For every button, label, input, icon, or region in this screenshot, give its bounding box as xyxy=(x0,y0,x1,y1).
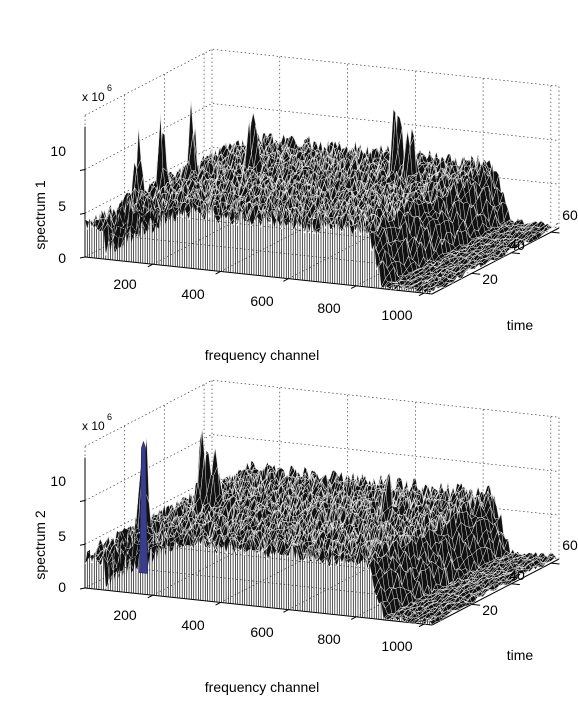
x-tick-label: 400 xyxy=(181,286,205,302)
y-tick-label: 60 xyxy=(562,207,578,223)
x-tick xyxy=(147,263,154,268)
surface-strip xyxy=(84,458,437,625)
y-tick xyxy=(551,231,560,234)
y-tick-label: 60 xyxy=(562,537,578,553)
y-axis-label: time xyxy=(507,647,534,663)
z-tick xyxy=(79,169,86,171)
z-tick xyxy=(79,587,86,590)
y-axis xyxy=(431,558,560,626)
y-tick xyxy=(471,272,481,275)
x-axis-label: frequency channel xyxy=(205,679,319,695)
y-tick xyxy=(551,562,560,565)
surface-curtain xyxy=(84,196,431,294)
y-tick-label: 40 xyxy=(509,237,525,253)
x-tick xyxy=(215,271,221,275)
x-tick xyxy=(283,278,289,282)
x-tick xyxy=(215,602,221,606)
surface-mesh xyxy=(84,428,560,625)
z-tick-label: 0 xyxy=(58,579,66,595)
y-tick xyxy=(471,603,481,606)
x-tick-label: 1000 xyxy=(381,307,412,323)
z-axis-label: spectrum 2 xyxy=(32,510,48,579)
x-tick-label: 200 xyxy=(113,276,137,292)
z-multiplier: x 10 xyxy=(82,419,105,433)
x-tick-label: 200 xyxy=(113,607,137,623)
z-tick xyxy=(79,256,86,259)
z-tick xyxy=(79,500,86,502)
z-multiplier: x 10 xyxy=(82,90,105,104)
surface-mesh xyxy=(84,99,560,294)
z-tick-label: 10 xyxy=(50,143,66,159)
z-tick xyxy=(79,212,86,215)
z-multiplier-exponent: 6 xyxy=(107,83,112,93)
highlighted-peak xyxy=(139,440,148,574)
x-tick-label: 600 xyxy=(250,624,274,640)
y-axis-label: time xyxy=(507,317,534,333)
z-axis-label: spectrum 1 xyxy=(32,180,48,249)
x-tick-label: 800 xyxy=(317,300,341,316)
x-axis-label: frequency channel xyxy=(205,347,319,363)
x-tick xyxy=(418,623,425,628)
y-tick-label: 20 xyxy=(482,602,498,618)
x-tick xyxy=(350,285,357,289)
x-tick xyxy=(147,594,154,599)
z-tick xyxy=(79,543,86,546)
x-tick xyxy=(350,616,357,620)
z-multiplier-exponent: 6 xyxy=(107,412,112,422)
z-tick-label: 0 xyxy=(58,250,66,266)
grid-line xyxy=(84,379,560,447)
x-tick-label: 1000 xyxy=(381,638,412,654)
x-tick xyxy=(418,292,425,297)
z-tick-label: 5 xyxy=(58,528,66,544)
z-tick-label: 5 xyxy=(58,198,66,214)
x-tick xyxy=(283,609,289,613)
surface-curtain xyxy=(84,519,431,625)
x-tick-label: 400 xyxy=(181,617,205,633)
y-tick-label: 40 xyxy=(509,567,525,583)
x-tick-label: 800 xyxy=(317,631,341,647)
y-tick xyxy=(511,252,520,255)
grid-line xyxy=(84,48,560,116)
z-tick-label: 10 xyxy=(50,473,66,489)
y-tick-label: 20 xyxy=(482,271,498,287)
y-tick xyxy=(511,583,520,586)
x-tick-label: 600 xyxy=(250,293,274,309)
